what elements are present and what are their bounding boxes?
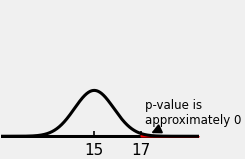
Text: p-value is
approximately 0: p-value is approximately 0: [145, 99, 242, 132]
